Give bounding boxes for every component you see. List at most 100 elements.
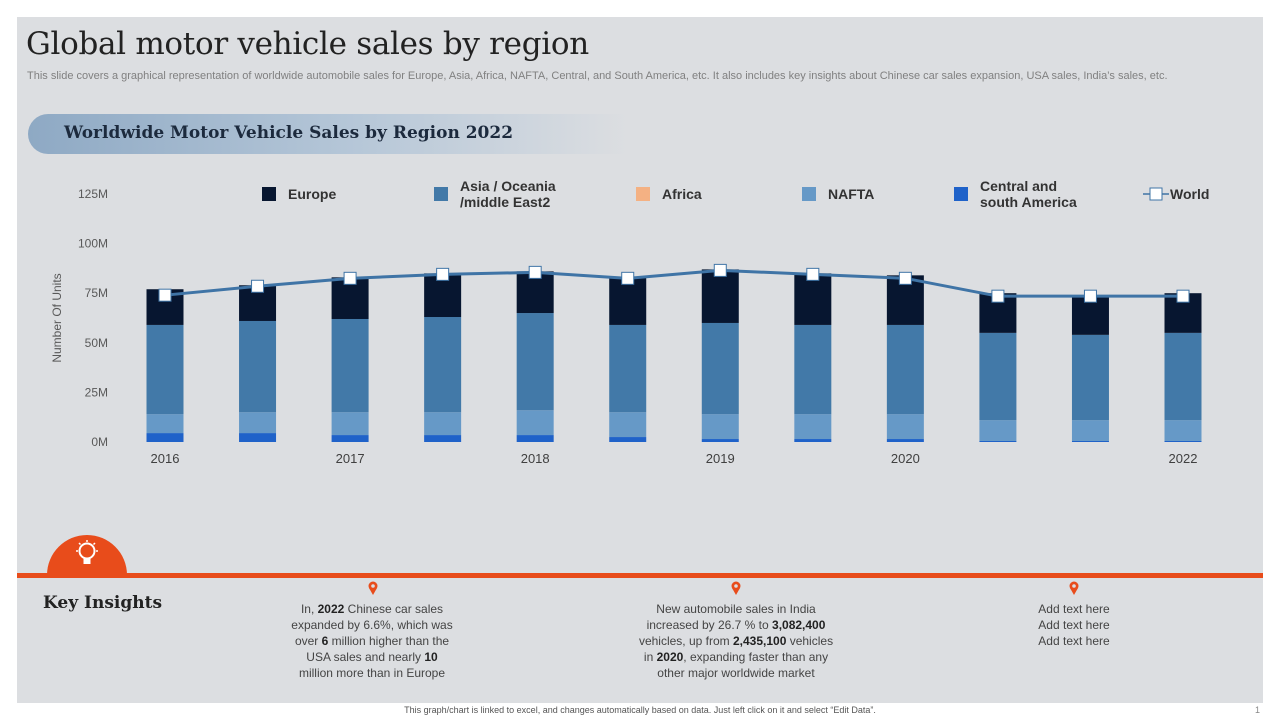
legend-swatch [636, 187, 650, 201]
bar-segment [979, 332, 1017, 421]
world-marker [1176, 289, 1190, 303]
bar-segment [794, 414, 832, 440]
bar-segment [701, 414, 739, 440]
bar-segment [1164, 332, 1202, 421]
key-insights-title: Key Insights [43, 593, 163, 613]
bar-segment [424, 412, 462, 436]
legend-label: Central and [980, 178, 1057, 194]
insight-text-china: In, 2022 Chinese car sales expanded by 6.… [291, 602, 453, 680]
legend-label: south America [980, 194, 1077, 210]
slide-title: Global motor vehicle sales by region [26, 26, 589, 62]
bar-segment [794, 324, 832, 415]
world-marker [1083, 289, 1097, 303]
legend-swatch [262, 187, 276, 201]
legend-entry: World [1143, 186, 1209, 202]
chart-title: Worldwide Motor Vehicle Sales by Region … [64, 123, 514, 143]
bar-segment [609, 277, 647, 325]
pin-icon [368, 581, 378, 595]
pin-icon [731, 581, 741, 595]
world-marker [713, 263, 727, 277]
world-marker [343, 271, 357, 285]
legend-entry: Europe [262, 186, 336, 202]
x-axis: 2016 2017 2018 2019 2020 2022 [151, 451, 1198, 466]
y-tick-label: 75M [85, 286, 108, 300]
bar-segment [239, 320, 277, 413]
world-marker [621, 271, 635, 285]
x-tick-label: 2018 [521, 451, 550, 466]
stacked-bar-chart: Europe Asia / Oceania/middle East2 Africa N… [50, 178, 1209, 466]
bar-segment [1164, 441, 1202, 442]
legend-label: /middle East2 [460, 194, 550, 210]
bar-segment [886, 439, 924, 442]
bar-segment [979, 441, 1017, 442]
x-tick-label: 2022 [1169, 451, 1198, 466]
bar-segment [794, 439, 832, 442]
bar-segment [1164, 420, 1202, 442]
legend-entry: Africa [636, 186, 702, 202]
legend-marker [1149, 187, 1163, 201]
bar-segment [516, 410, 554, 436]
bar-segment [146, 414, 184, 434]
insight-text-india: New automobile sales in India increased b… [638, 602, 834, 680]
bar-segment [331, 435, 369, 442]
world-marker [251, 279, 265, 293]
bar-segment [1071, 420, 1109, 442]
legend-swatch [434, 187, 448, 201]
world-marker [436, 267, 450, 281]
bar-segment [516, 435, 554, 442]
insight-text-placeholder: Add text here Add text here Add text here [1038, 602, 1110, 648]
y-tick-label: 125M [78, 187, 108, 201]
lightbulb-icon [76, 540, 98, 564]
bar-segment [516, 313, 554, 411]
bar-segment [146, 324, 184, 415]
world-marker [898, 271, 912, 285]
slide-subtitle: This slide covers a graphical representa… [27, 70, 1168, 82]
chart-banner [28, 114, 628, 154]
bar-segment [701, 322, 739, 415]
legend-label: World [1170, 186, 1209, 202]
bar-segment [701, 269, 739, 323]
legend-entry: NAFTA [802, 186, 874, 202]
bar-segment [1071, 441, 1109, 442]
bar-segment [424, 317, 462, 413]
bars [146, 269, 1202, 442]
legend-label: Africa [662, 186, 702, 202]
x-tick-label: 2020 [891, 451, 920, 466]
legend-swatch [954, 187, 968, 201]
y-tick-label: 25M [85, 385, 108, 399]
x-tick-label: 2017 [336, 451, 365, 466]
bar-segment [331, 318, 369, 413]
y-axis: 0M 25M 50M 75M 100M 125M [78, 187, 108, 449]
x-tick-label: 2019 [706, 451, 735, 466]
pin-icon [1069, 581, 1079, 595]
bar-segment [886, 324, 924, 415]
bar-segment [794, 273, 832, 325]
legend-entry: Asia / Oceania/middle East2 [434, 178, 556, 210]
legend-label: Europe [288, 186, 336, 202]
bar-segment [609, 412, 647, 438]
bar-segment [609, 437, 647, 442]
bar-segment [1071, 334, 1109, 421]
x-tick-label: 2016 [151, 451, 180, 466]
bar-segment [424, 435, 462, 442]
bar-segment [331, 412, 369, 436]
world-marker [158, 288, 172, 302]
bar-segment [239, 433, 277, 442]
world-marker [806, 267, 820, 281]
bar-segment [886, 414, 924, 440]
world-marker [991, 289, 1005, 303]
bar-segment [609, 324, 647, 413]
world-line [164, 268, 1183, 298]
world-marker [528, 265, 542, 279]
legend-label: NAFTA [828, 186, 874, 202]
bar-segment [979, 420, 1017, 442]
page-number: 1 [1255, 705, 1261, 715]
footer-note: This graph/chart is linked to excel, and… [404, 705, 876, 715]
bar-segment [146, 433, 184, 442]
world-line-series [158, 263, 1190, 303]
chart-legend: Europe Asia / Oceania/middle East2 Africa N… [262, 178, 1209, 210]
legend-label: Asia / Oceania [460, 178, 556, 194]
y-axis-label: Number Of Units [50, 273, 64, 362]
y-tick-label: 100M [78, 237, 108, 251]
